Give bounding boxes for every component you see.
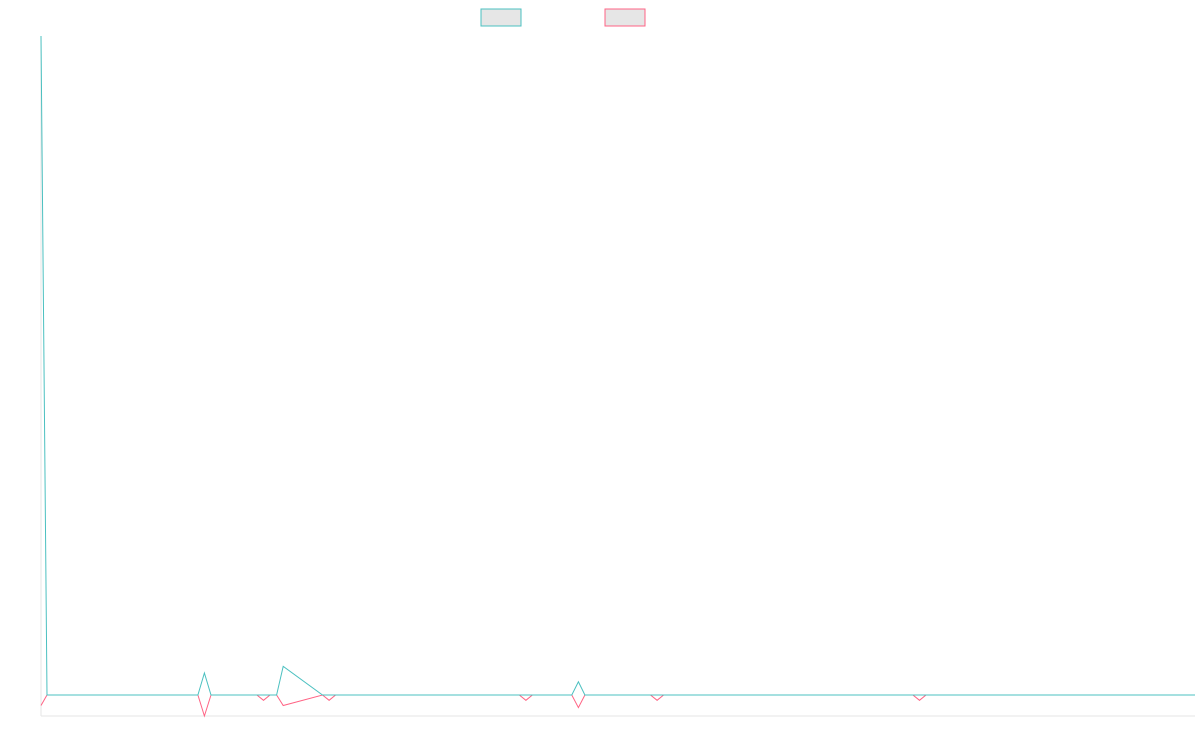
series-layer: [40, 35, 1195, 718]
legend-swatch-1: [480, 8, 522, 27]
axes: [40, 36, 1195, 717]
legend: [480, 8, 646, 27]
legend-swatch-2: [604, 8, 646, 27]
series-line-1: [40, 35, 1195, 696]
series-line-2: [40, 694, 1195, 718]
